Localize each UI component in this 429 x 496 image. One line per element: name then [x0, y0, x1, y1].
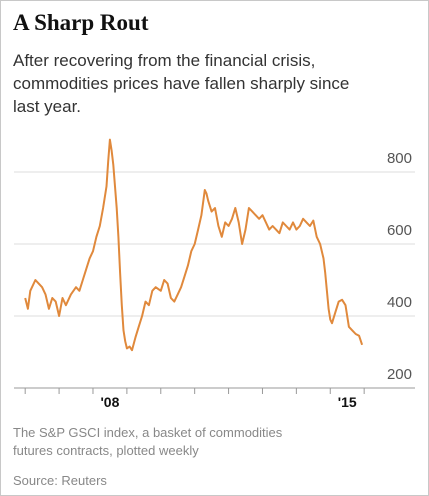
y-tick-label: 600 [387, 222, 412, 239]
subtitle: last year. [13, 97, 81, 116]
subtitle: After recovering from the financial cris… [13, 51, 315, 70]
y-tick-label: 200 [387, 366, 412, 383]
x-tick-label: '15 [338, 394, 357, 410]
y-tick-label: 400 [387, 294, 412, 311]
note: futures contracts, plotted weekly [13, 443, 199, 458]
x-tick-label: '08 [100, 394, 119, 410]
note: The S&P GSCI index, a basket of commodit… [13, 425, 283, 440]
y-tick-label: 800 [387, 150, 412, 167]
subtitle: commodities prices have fallen sharply s… [13, 74, 349, 93]
line [24, 138, 364, 352]
chart-title: A Sharp Rout [13, 10, 149, 35]
source: Source: Reuters [13, 473, 107, 488]
